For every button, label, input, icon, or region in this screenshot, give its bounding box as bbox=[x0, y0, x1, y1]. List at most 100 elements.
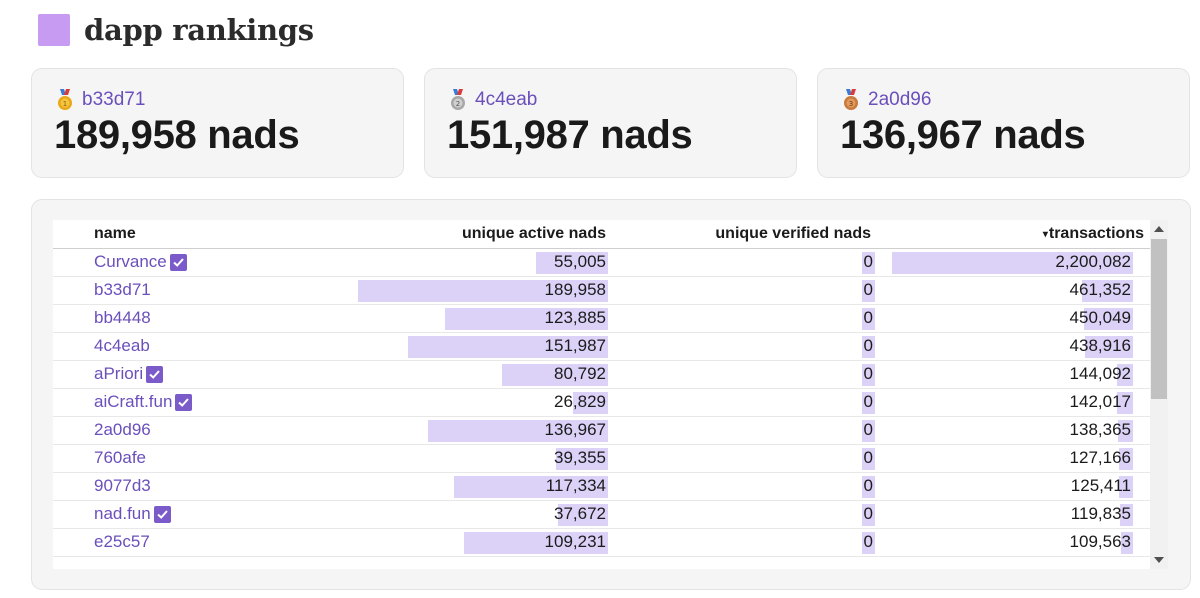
transactions-bar bbox=[1082, 279, 1133, 302]
dapp-name-link[interactable]: b33d71 bbox=[94, 280, 151, 299]
transactions-bar bbox=[1119, 447, 1133, 470]
cell-transactions: 2,200,082 bbox=[877, 248, 1150, 277]
table-row[interactable]: 4c4eab 151,987 0 438,916 bbox=[53, 332, 1150, 361]
top-dapp-card-2: 2 4c4eab 151,987 nads bbox=[424, 68, 797, 178]
cell-unique-active-nads: 80,792 bbox=[358, 360, 612, 389]
verified-nads-value: 0 bbox=[863, 364, 873, 383]
dapp-name-group: Curvance bbox=[94, 252, 187, 272]
cell-unique-active-nads: 189,958 bbox=[358, 276, 612, 305]
dapp-name-link[interactable]: nad.fun bbox=[94, 504, 151, 523]
verified-nads-value: 0 bbox=[863, 448, 873, 467]
table-row[interactable]: Curvance 55,005 0 2,200,082 bbox=[53, 248, 1150, 277]
active-nads-value: 37,672 bbox=[554, 504, 606, 523]
column-header-name[interactable]: name bbox=[53, 220, 358, 249]
table-row[interactable]: aPriori 80,792 0 144,092 bbox=[53, 360, 1150, 389]
table-row[interactable]: 2a0d96 136,967 0 138,365 bbox=[53, 416, 1150, 445]
active-nads-value: 55,005 bbox=[554, 252, 606, 271]
dapp-name-group: 4c4eab bbox=[94, 336, 150, 356]
dapp-name-group: aiCraft.fun bbox=[94, 392, 193, 412]
table-row[interactable]: bb4448 123,885 0 450,049 bbox=[53, 304, 1150, 333]
cell-name: aiCraft.fun bbox=[53, 388, 358, 417]
cell-unique-verified-nads: 0 bbox=[612, 500, 877, 529]
scrollbar-thumb[interactable] bbox=[1151, 239, 1167, 399]
table-scrollbar[interactable] bbox=[1150, 220, 1168, 569]
column-header-unique-active-nads[interactable]: unique active nads bbox=[358, 220, 612, 249]
card-dapp-name[interactable]: 4c4eab bbox=[475, 89, 538, 110]
column-header-unique-verified-nads[interactable]: unique verified nads bbox=[612, 220, 877, 249]
active-nads-bar bbox=[428, 419, 608, 442]
dapp-name-link[interactable]: 4c4eab bbox=[94, 336, 150, 355]
top-dapp-card-1: 1 b33d71 189,958 nads bbox=[31, 68, 404, 178]
active-nads-bar bbox=[358, 279, 608, 302]
cell-transactions: 127,166 bbox=[877, 444, 1150, 473]
active-nads-value: 109,231 bbox=[544, 532, 606, 551]
transactions-value: 125,411 bbox=[1070, 476, 1131, 495]
card-dapp-name[interactable]: b33d71 bbox=[82, 89, 146, 110]
cell-unique-active-nads: 26,829 bbox=[358, 388, 612, 417]
cell-transactions: 438,916 bbox=[877, 332, 1150, 361]
dapp-name-link[interactable]: 9077d3 bbox=[94, 476, 151, 495]
cell-transactions: 450,049 bbox=[877, 304, 1150, 333]
table-row[interactable]: 9077d3 117,334 0 125,411 bbox=[53, 472, 1150, 501]
verified-nads-bar bbox=[862, 251, 875, 274]
rankings-table-card: name unique active nads unique verified … bbox=[31, 199, 1191, 590]
cell-unique-verified-nads: 0 bbox=[612, 388, 877, 417]
cell-unique-verified-nads: 0 bbox=[612, 416, 877, 445]
verified-nads-value: 0 bbox=[863, 504, 873, 523]
card-nads-count: 136,967 nads bbox=[840, 113, 1086, 157]
verified-nads-bar bbox=[862, 447, 875, 470]
dapp-name-link[interactable]: aPriori bbox=[94, 364, 144, 383]
dapp-name-link[interactable]: 2a0d96 bbox=[94, 420, 151, 439]
dapp-name-link[interactable]: e25c57 bbox=[94, 532, 150, 551]
dapp-name-group: 9077d3 bbox=[94, 476, 151, 496]
active-nads-bar bbox=[558, 503, 608, 526]
verified-check-icon bbox=[169, 253, 187, 271]
cell-unique-active-nads: 136,967 bbox=[358, 416, 612, 445]
cell-unique-active-nads: 55,005 bbox=[358, 248, 612, 277]
scroll-up-arrow-icon[interactable] bbox=[1150, 220, 1168, 238]
dapp-name-link[interactable]: 760afe bbox=[94, 448, 146, 467]
transactions-value: 450,049 bbox=[1069, 308, 1131, 327]
card-dapp-name[interactable]: 2a0d96 bbox=[868, 89, 932, 110]
cell-name: Curvance bbox=[53, 248, 358, 277]
table-row[interactable]: aiCraft.fun 26,829 0 142,017 bbox=[53, 388, 1150, 417]
table-row[interactable]: e25c57 109,231 0 109,563 bbox=[53, 528, 1150, 557]
cell-unique-active-nads: 39,355 bbox=[358, 444, 612, 473]
cell-transactions: 138,365 bbox=[877, 416, 1150, 445]
cell-name: b33d71 bbox=[53, 276, 358, 305]
cell-unique-verified-nads: 0 bbox=[612, 472, 877, 501]
sort-descending-icon: ▾ bbox=[1042, 228, 1048, 240]
cell-transactions: 144,092 bbox=[877, 360, 1150, 389]
dapp-name-group: aPriori bbox=[94, 364, 164, 384]
transactions-bar bbox=[1120, 503, 1133, 526]
cell-transactions: 125,411 bbox=[877, 472, 1150, 501]
cell-unique-verified-nads: 0 bbox=[612, 360, 877, 389]
table-row[interactable]: 760afe 39,355 0 127,166 bbox=[53, 444, 1150, 473]
active-nads-value: 123,885 bbox=[544, 308, 606, 327]
dapp-name-link[interactable]: Curvance bbox=[94, 252, 167, 271]
cell-unique-verified-nads: 0 bbox=[612, 304, 877, 333]
svg-text:3: 3 bbox=[849, 100, 853, 108]
cell-name: nad.fun bbox=[53, 500, 358, 529]
table-row[interactable]: nad.fun 37,672 0 119,835 bbox=[53, 500, 1150, 529]
active-nads-value: 26,829 bbox=[554, 392, 606, 411]
scroll-down-arrow-icon[interactable] bbox=[1150, 551, 1168, 569]
transactions-value: 127,166 bbox=[1069, 448, 1131, 467]
transactions-value: 461,352 bbox=[1069, 280, 1131, 299]
verified-nads-bar bbox=[862, 475, 875, 498]
active-nads-value: 80,792 bbox=[554, 364, 606, 383]
active-nads-value: 117,334 bbox=[545, 476, 606, 495]
cell-name: e25c57 bbox=[53, 528, 358, 557]
rankings-table-scroll[interactable]: name unique active nads unique verified … bbox=[53, 220, 1150, 569]
table-row[interactable]: b33d71 189,958 0 461,352 bbox=[53, 276, 1150, 305]
dapp-name-link[interactable]: aiCraft.fun bbox=[94, 392, 173, 411]
column-header-transactions[interactable]: ▾transactions bbox=[877, 220, 1150, 249]
verified-nads-bar bbox=[862, 419, 875, 442]
card-nads-count: 189,958 nads bbox=[54, 113, 300, 157]
cell-unique-active-nads: 37,672 bbox=[358, 500, 612, 529]
transactions-value: 119,835 bbox=[1070, 504, 1131, 523]
transactions-bar bbox=[1118, 419, 1133, 442]
dapp-name-link[interactable]: bb4448 bbox=[94, 308, 151, 327]
transactions-bar bbox=[1119, 475, 1133, 498]
silver-medal-icon: 2 bbox=[449, 89, 467, 111]
